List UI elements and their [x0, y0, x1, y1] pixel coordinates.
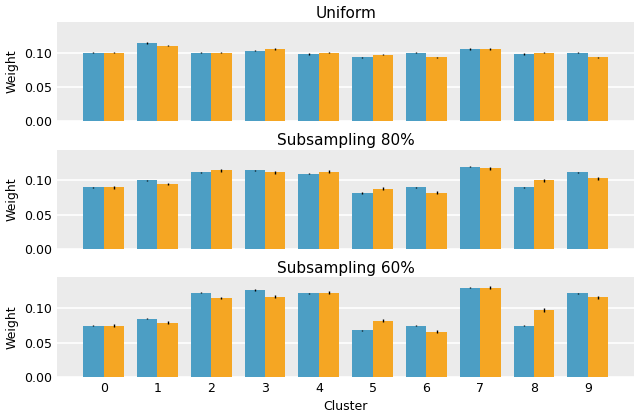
Bar	[83, 326, 104, 377]
Bar	[534, 53, 554, 121]
Bar	[137, 43, 157, 121]
Bar	[104, 53, 124, 121]
Bar	[567, 53, 588, 121]
Bar	[104, 187, 124, 249]
Bar	[319, 292, 339, 377]
Bar	[211, 53, 232, 121]
Bar	[265, 49, 285, 121]
Bar	[588, 178, 608, 249]
Bar	[244, 51, 265, 121]
Bar	[513, 187, 534, 249]
Bar	[513, 54, 534, 121]
Bar	[480, 49, 500, 121]
Bar	[534, 310, 554, 377]
Bar	[352, 193, 372, 249]
Bar	[372, 321, 393, 377]
Bar	[372, 54, 393, 121]
Bar	[191, 292, 211, 377]
Title: Subsampling 60%: Subsampling 60%	[276, 261, 415, 276]
Bar	[298, 293, 319, 377]
Bar	[588, 297, 608, 377]
Bar	[567, 172, 588, 249]
Bar	[588, 57, 608, 121]
Bar	[460, 288, 480, 377]
Bar	[352, 330, 372, 377]
Bar	[191, 53, 211, 121]
Bar	[406, 53, 426, 121]
Bar	[319, 53, 339, 121]
Bar	[265, 297, 285, 377]
Bar	[157, 323, 178, 377]
Title: Subsampling 80%: Subsampling 80%	[277, 133, 415, 148]
Bar	[513, 326, 534, 377]
Bar	[534, 181, 554, 249]
Bar	[298, 173, 319, 249]
Y-axis label: Weight: Weight	[6, 178, 19, 221]
Y-axis label: Weight: Weight	[6, 305, 19, 349]
Title: Uniform: Uniform	[316, 5, 376, 21]
Bar	[460, 49, 480, 121]
Bar	[372, 189, 393, 249]
Bar	[406, 187, 426, 249]
Y-axis label: Weight: Weight	[6, 50, 19, 93]
Bar	[137, 181, 157, 249]
Bar	[244, 290, 265, 377]
Bar	[83, 187, 104, 249]
Bar	[426, 193, 447, 249]
Bar	[265, 172, 285, 249]
Bar	[406, 326, 426, 377]
Bar	[191, 172, 211, 249]
Bar	[104, 326, 124, 377]
Bar	[83, 53, 104, 121]
Bar	[298, 54, 319, 121]
Bar	[480, 288, 500, 377]
Bar	[211, 170, 232, 249]
X-axis label: Cluster: Cluster	[324, 401, 368, 414]
Bar	[352, 57, 372, 121]
Bar	[480, 168, 500, 249]
Bar	[567, 293, 588, 377]
Bar	[157, 184, 178, 249]
Bar	[426, 57, 447, 121]
Bar	[426, 332, 447, 377]
Bar	[211, 298, 232, 377]
Bar	[244, 170, 265, 249]
Bar	[460, 167, 480, 249]
Bar	[157, 46, 178, 121]
Bar	[137, 319, 157, 377]
Bar	[319, 171, 339, 249]
